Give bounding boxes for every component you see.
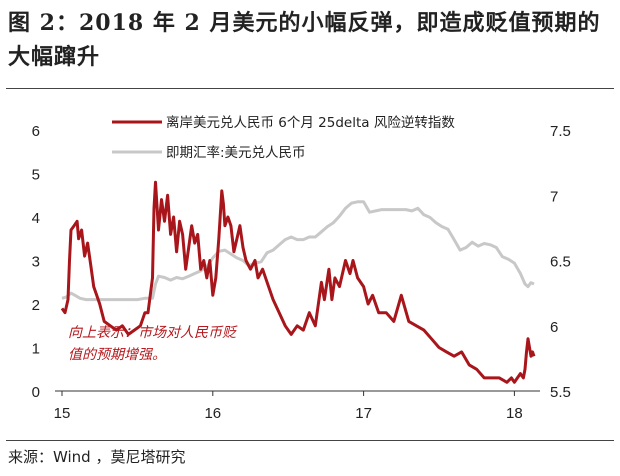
source-note: 来源：Wind ，莫尼塔研究 — [8, 448, 186, 466]
legend-label-risk-reversal: 离岸美元兑人民币 6个月 25delta 风险逆转指数 — [166, 114, 455, 131]
right-y-tick-label: 6 — [550, 319, 558, 336]
chart: 0 1 2 3 4 5 6 5.5 6 6.5 7 7.5 15 16 17 18 离岸美元兑人民币 6个… — [32, 114, 571, 422]
left-y-axis: 0 1 2 3 4 5 6 — [32, 123, 40, 401]
top-rule — [6, 88, 614, 89]
left-y-tick-label: 2 — [32, 297, 40, 314]
annotation: 向上表示：市场对人民币贬 值的预期增强。 — [68, 325, 238, 363]
left-y-tick-label: 5 — [32, 167, 40, 184]
x-tick-label: 15 — [54, 405, 71, 422]
x-axis: 15 16 17 18 — [54, 391, 523, 422]
figure-title: 图 2：2018 年 2 月美元的小幅反弹，即造成贬值预期的大幅蹿升 — [8, 10, 601, 70]
right-y-tick-label: 7.5 — [550, 123, 571, 140]
legend-label-spot-rate: 即期汇率:美元兑人民币 — [166, 144, 306, 161]
left-y-tick-label: 4 — [32, 210, 40, 227]
right-y-tick-label: 5.5 — [550, 384, 571, 401]
series-line-spot-rate — [61, 200, 535, 302]
right-y-tick-label: 7 — [550, 188, 558, 205]
left-y-tick-label: 6 — [32, 123, 40, 140]
x-tick-label: 17 — [355, 405, 372, 422]
x-tick-label: 16 — [204, 405, 221, 422]
right-y-tick-label: 6.5 — [550, 254, 571, 271]
left-y-tick-label: 0 — [32, 384, 40, 401]
annotation-line-2: 值的预期增强。 — [68, 347, 166, 363]
legend: 离岸美元兑人民币 6个月 25delta 风险逆转指数 即期汇率:美元兑人民币 — [112, 114, 455, 161]
left-y-tick-label: 3 — [32, 254, 40, 271]
bottom-rule — [6, 440, 614, 441]
right-y-axis: 5.5 6 6.5 7 7.5 — [550, 123, 571, 401]
left-y-tick-label: 1 — [32, 341, 40, 358]
series-line-risk-reversal — [60, 180, 536, 384]
annotation-line-1: 向上表示：市场对人民币贬 — [68, 325, 238, 341]
x-tick-label: 18 — [506, 405, 523, 422]
